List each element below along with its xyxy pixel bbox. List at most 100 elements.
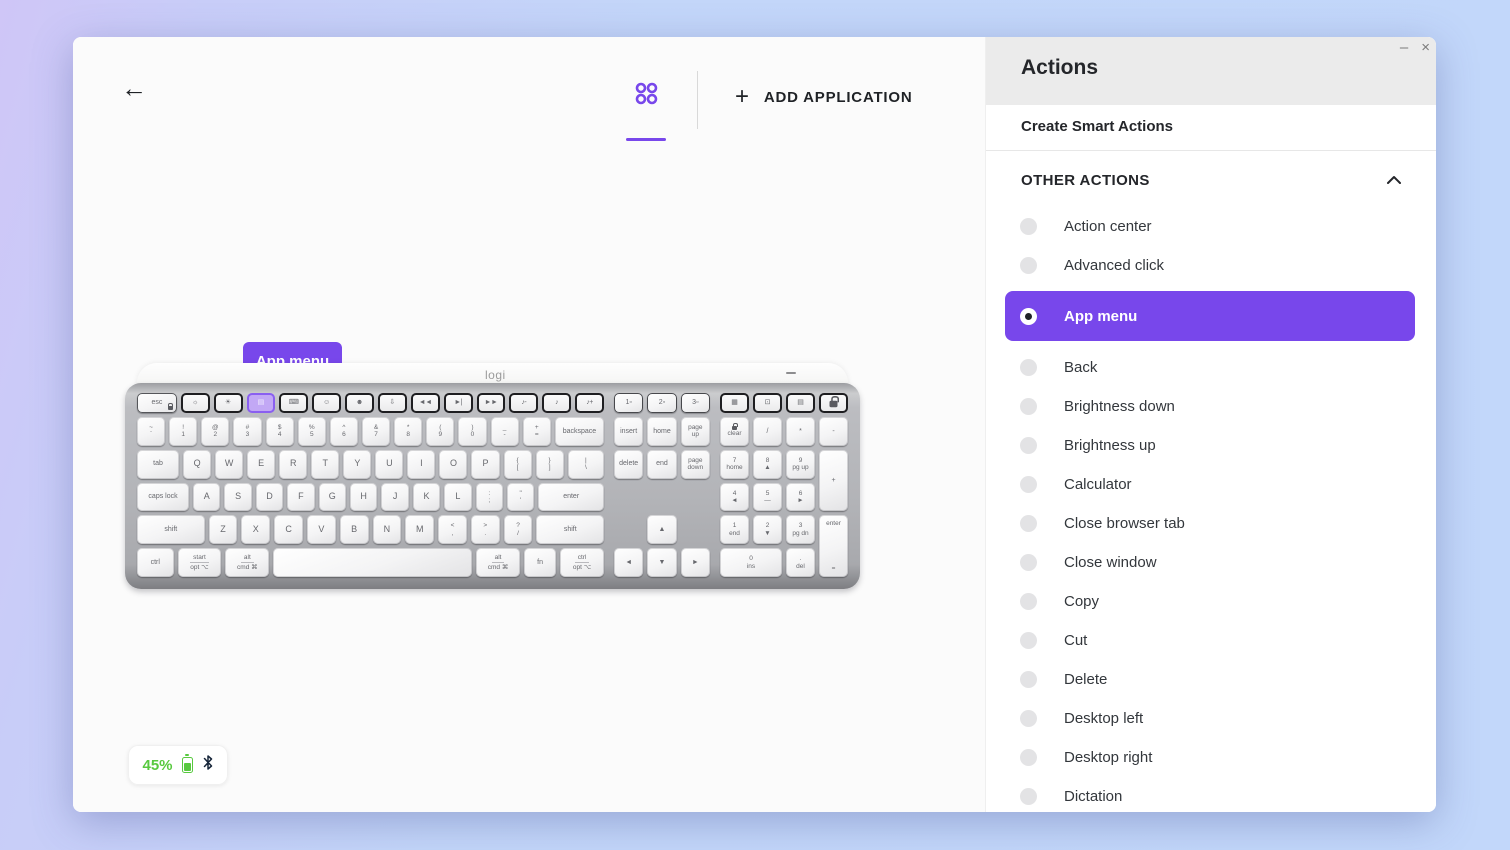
action-item-app-menu[interactable]: App menu xyxy=(1005,291,1415,341)
radio-icon xyxy=(1020,593,1037,610)
key-lock-key[interactable] xyxy=(819,393,848,413)
action-item-brightness-up[interactable]: Brightness up xyxy=(986,426,1436,465)
key-1: ! 1 xyxy=(169,417,198,446)
key-num-2: 2 ▼ xyxy=(753,515,782,545)
action-item-advanced-click[interactable]: Advanced click xyxy=(986,246,1436,285)
action-item-copy[interactable]: Copy xyxy=(986,582,1436,621)
key-a: A xyxy=(193,482,221,512)
key-caps-lock: caps lock xyxy=(137,482,190,512)
key-num-3: 3 pg dn xyxy=(786,515,815,545)
key-brightness-up[interactable]: ☀ xyxy=(213,393,243,413)
key-app-menu[interactable]: ▤ xyxy=(246,393,276,413)
radio-icon xyxy=(1020,554,1037,571)
key-esc[interactable]: esc xyxy=(137,393,177,413)
actions-list: Action center Advanced click App menu Back B… xyxy=(986,207,1436,812)
apps-grid-icon xyxy=(632,82,660,111)
tab-applications[interactable] xyxy=(621,79,671,141)
keyboard-deck: esc ☼ ☀ ▤ ⌨ ☺ ☻ ⇩ ◄◄ ►| ►► ♪- ♪ ♪+ ~ `! 1 @2 #3 $4% 5 ^ 6 & 7 * 8(… xyxy=(125,383,860,589)
key-easy-switch-2[interactable]: 2▫ xyxy=(647,393,677,413)
action-item-close-window[interactable]: Close window xyxy=(986,543,1436,582)
action-item-brightness-down[interactable]: Brightness down xyxy=(986,387,1436,426)
action-item-desktop-left[interactable]: Desktop left xyxy=(986,699,1436,738)
action-item-back[interactable]: Back xyxy=(986,348,1436,387)
key-z: Z xyxy=(208,515,238,545)
key-play-pause[interactable]: ►| xyxy=(443,393,473,413)
minimize-button[interactable]: – xyxy=(1399,39,1409,56)
key-space xyxy=(273,548,473,577)
key-u: U xyxy=(375,449,404,479)
key-ctrl-opt: ctrl opt ⌥ xyxy=(560,548,604,577)
key-num-1: 1 end xyxy=(720,515,749,545)
key-h: H xyxy=(349,482,378,512)
panel-title: Actions xyxy=(1021,56,1099,79)
key-num-plus: + xyxy=(819,449,848,512)
action-item-delete[interactable]: Delete xyxy=(986,660,1436,699)
battery-status: 45% xyxy=(128,745,228,785)
key-p: P xyxy=(471,449,500,479)
key-emoji[interactable]: ☻ xyxy=(345,393,374,413)
key-dictation[interactable]: ☺ xyxy=(312,393,342,413)
key-s: S xyxy=(224,482,252,512)
key-screen-capture-key[interactable]: ⊡ xyxy=(753,393,782,413)
key-next-track[interactable]: ►► xyxy=(476,393,506,413)
top-tabs: + ADD APPLICATION xyxy=(73,67,985,167)
key-start-opt: start opt ⌥ xyxy=(177,548,222,577)
battery-icon xyxy=(181,754,193,773)
key-arrow-right: ► xyxy=(680,548,710,577)
key-l: L xyxy=(444,482,472,512)
other-actions-section-header[interactable]: OTHER ACTIONS xyxy=(986,151,1436,207)
key-mic-mute[interactable]: ⇩ xyxy=(377,393,407,413)
action-item-desktop-right[interactable]: Desktop right xyxy=(986,738,1436,777)
action-item-close-browser-tab[interactable]: Close browser tab xyxy=(986,504,1436,543)
radio-icon xyxy=(1020,307,1037,325)
key-i: I xyxy=(407,449,436,479)
key--: ~ ` xyxy=(137,417,166,446)
key-q: Q xyxy=(183,449,212,479)
key-easy-switch-1[interactable]: 1▫ xyxy=(614,393,644,413)
close-button[interactable]: × xyxy=(1421,39,1430,56)
key-num-6: 6 ► xyxy=(786,482,815,512)
key-arrow-down: ▼ xyxy=(647,548,677,577)
key-m: M xyxy=(405,515,435,545)
key-brightness-down[interactable]: ☼ xyxy=(180,393,210,413)
key-volume-down[interactable]: ♪- xyxy=(509,393,539,413)
key-easy-switch-3[interactable]: 3▫ xyxy=(680,393,710,413)
key-backslash: | \ xyxy=(567,449,605,479)
key--: ? / xyxy=(503,515,533,545)
key-prev-track[interactable]: ◄◄ xyxy=(410,393,440,413)
key-volume-up[interactable]: ♪+ xyxy=(575,393,604,413)
key-d: D xyxy=(255,482,284,512)
key--: {[ xyxy=(503,449,532,479)
action-item-calculator[interactable]: Calculator xyxy=(986,465,1436,504)
radio-icon xyxy=(1020,632,1037,649)
action-item-label: Brightness down xyxy=(1064,398,1175,415)
key-context-menu-key[interactable]: ▤ xyxy=(786,393,815,413)
key--: _ - xyxy=(490,417,519,446)
key-c: C xyxy=(274,515,303,545)
radio-icon xyxy=(1020,359,1037,376)
key-volume-mute[interactable]: ♪ xyxy=(542,393,572,413)
key-calculator-key[interactable]: ▦ xyxy=(720,393,749,413)
radio-icon xyxy=(1020,788,1037,805)
action-item-dictation[interactable]: Dictation xyxy=(986,777,1436,812)
action-item-label: Dictation xyxy=(1064,788,1123,805)
action-item-cut[interactable]: Cut xyxy=(986,621,1436,660)
action-item-label: Copy xyxy=(1064,593,1100,610)
back-button[interactable]: ← xyxy=(121,73,147,103)
key-backlight[interactable]: ⌨ xyxy=(279,393,309,413)
key-num-dot: . del xyxy=(786,548,815,577)
radio-icon xyxy=(1020,437,1037,454)
action-item-label: Calculator xyxy=(1064,476,1132,493)
key-x: X xyxy=(241,515,271,545)
add-application-button[interactable]: + ADD APPLICATION xyxy=(735,81,913,113)
key-page-down: page down xyxy=(680,449,710,479)
key-5: % 5 xyxy=(297,417,326,446)
create-smart-actions-button[interactable]: Create Smart Actions xyxy=(986,105,1436,151)
tab-divider xyxy=(697,71,698,129)
key-8: * 8 xyxy=(394,417,423,446)
key-delete: delete xyxy=(614,449,644,479)
key-num-7: 7 home xyxy=(720,449,749,479)
logi-logo: logi xyxy=(485,368,506,382)
action-item-action-center[interactable]: Action center xyxy=(986,207,1436,246)
